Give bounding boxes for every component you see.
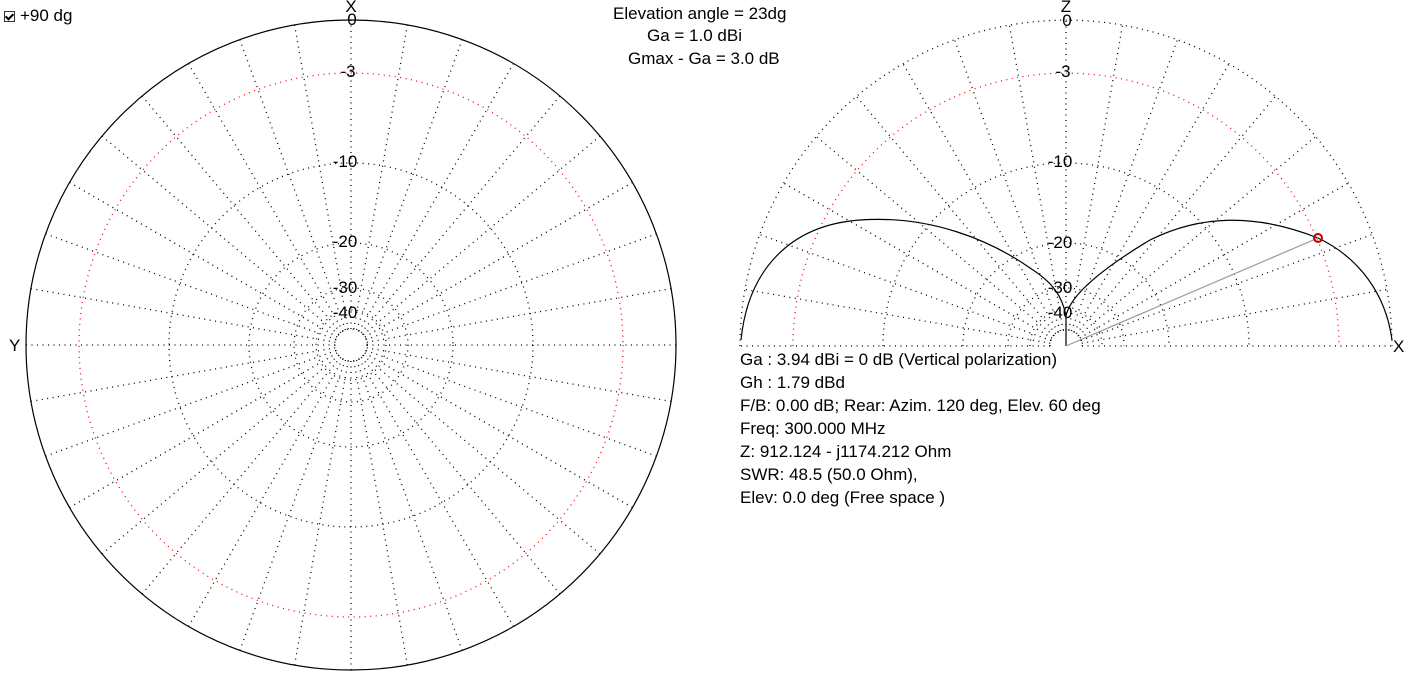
elevation-grid-spoke (1073, 63, 1230, 333)
azimuth-grid-spoke (141, 356, 342, 595)
elevation-grid-spoke (744, 288, 1051, 344)
elevation-grid-spoke (1068, 24, 1124, 331)
elevation-grid-spoke (855, 95, 1057, 335)
elevation-plot[interactable]: Z X 0 -3 -10 -20 -30 -40 (739, 0, 1404, 356)
azimuth-grid-spoke (360, 95, 561, 334)
azimuth-grid-spoke (239, 359, 347, 651)
azimuth-grid-spoke (355, 359, 463, 651)
elevation-scale-label: -3 (1055, 62, 1070, 81)
azimuth-scale-label: -10 (333, 152, 358, 171)
azimuth-grid-spoke (30, 287, 336, 343)
azimuth-pattern-trace (25, 19, 677, 671)
elevation-scale-label: 0 (1062, 11, 1071, 30)
ga-label: Ga = 1.0 dBi (647, 26, 742, 45)
elevation-grid-spoke (902, 63, 1059, 333)
azimuth-grid-spoke (101, 354, 340, 555)
info-line-swr: SWR: 48.5 (50.0 Ohm), (740, 465, 918, 484)
azimuth-grid-spoke (239, 39, 347, 331)
elevation-max-marker (1313, 233, 1323, 243)
azimuth-grid-spoke (187, 63, 344, 332)
info-line-impedance: Z: 912.124 - j1174.212 Ohm (740, 442, 952, 461)
azimuth-axis-y-label: Y (9, 336, 20, 355)
azimuth-grid-spoke (45, 349, 337, 457)
elevation-cursor-line (1065, 237, 1319, 347)
azimuth-scale-label: -40 (333, 303, 358, 322)
azimuth-axis-x-label: X (345, 0, 356, 16)
elevation-scale-label: -20 (1048, 233, 1073, 252)
elevation-grid-spoke (1080, 233, 1373, 342)
azimuth-grid-spoke (30, 347, 336, 403)
azimuth-grid-spoke (353, 24, 409, 330)
azimuth-grid-spoke (362, 135, 601, 336)
azimuth-grid-spoke (353, 360, 409, 666)
azimuth-grid-spoke (358, 358, 515, 627)
info-line-gh: Gh : 1.79 dBd (740, 373, 845, 392)
info-line-ga: Ga : 3.94 dBi = 0 dB (Vertical polarizat… (740, 350, 1058, 369)
elevation-scale-label: -40 (1048, 303, 1073, 322)
elevation-grid-ring (1049, 329, 1083, 347)
azimuth-scale-label: -20 (333, 232, 358, 251)
azimuth-grid-spoke (69, 352, 338, 509)
azimuth-grid-spoke (364, 181, 633, 338)
elevation-scale-label: -10 (1048, 152, 1073, 171)
azimuth-grid-ring (315, 309, 387, 381)
azimuth-grid-spoke (355, 39, 463, 331)
azimuth-grid-spoke (141, 95, 342, 334)
azimuth-scale-label: 0 (347, 10, 356, 29)
elevation-grid-spoke (783, 182, 1053, 339)
azimuth-grid-ring (248, 242, 454, 448)
azimuth-grid-spoke (360, 356, 561, 595)
gmax-ga-label: Gmax - Ga = 3.0 dB (628, 49, 780, 68)
azimuth-grid-spoke (293, 360, 349, 666)
azimuth-grid-ring (78, 72, 624, 618)
elevation-grid-spoke (1075, 95, 1277, 335)
elevation-axis-x-label: X (1393, 337, 1404, 356)
azimuth-plot[interactable]: X Y 0 -3 -10 -20 -30 -40 (9, 0, 677, 671)
azimuth-grid-spoke (365, 233, 657, 341)
azimuth-grid-spoke (364, 352, 633, 509)
info-panel: Ga : 3.94 dBi = 0 dB (Vertical polarizat… (740, 348, 1101, 509)
azimuth-scale-label: -30 (333, 278, 358, 297)
elevation-grid-spoke (815, 135, 1055, 337)
elevation-grid-spoke (759, 233, 1052, 342)
elevation-grid-spoke (1077, 135, 1317, 337)
info-line-fb: F/B: 0.00 dB; Rear: Azim. 120 deg, Elev.… (740, 396, 1101, 415)
azimuth-grid-ring (293, 287, 409, 403)
elevation-angle-label: Elevation angle = 23dg (613, 4, 787, 23)
azimuth-grid-spoke (362, 354, 601, 555)
elevation-grid-spoke (1070, 39, 1179, 332)
azimuth-grid-spoke (101, 135, 340, 336)
azimuth-grid-spoke (187, 358, 344, 627)
azimuth-scale-label: -3 (340, 62, 355, 81)
elevation-pattern-trace (740, 218, 1393, 346)
elevation-axis-z-label: Z (1061, 0, 1071, 16)
elevation-grid-ring (882, 162, 1250, 347)
azimuth-grid-ring (168, 162, 534, 528)
checkbox-label: +90 dg (20, 6, 73, 25)
azimuth-grid-ring (334, 328, 368, 362)
info-line-freq: Freq: 300.000 MHz (740, 419, 886, 438)
azimuth-grid-spoke (358, 63, 515, 332)
checkbox-check-icon[interactable] (4, 10, 15, 22)
elevation-grid-spoke (953, 39, 1062, 332)
azimuth-grid-spoke (45, 233, 337, 341)
elevation-grid-spoke (1008, 24, 1064, 331)
elevation-grid-outer-arc (739, 19, 1393, 347)
info-line-elev: Elev: 0.0 deg (Free space ) (740, 488, 946, 507)
azimuth-grid-spoke (69, 181, 338, 338)
azimuth-grid-spoke (293, 24, 349, 330)
plus90-checkbox[interactable]: +90 dg (4, 6, 72, 26)
elevation-grid-spoke (1081, 288, 1388, 344)
elevation-scale-label: -30 (1048, 278, 1073, 297)
azimuth-grid-spoke (366, 347, 672, 403)
azimuth-grid-spoke (365, 349, 657, 457)
azimuth-grid-spoke (366, 287, 672, 343)
elevation-grid-spoke (1079, 182, 1349, 339)
